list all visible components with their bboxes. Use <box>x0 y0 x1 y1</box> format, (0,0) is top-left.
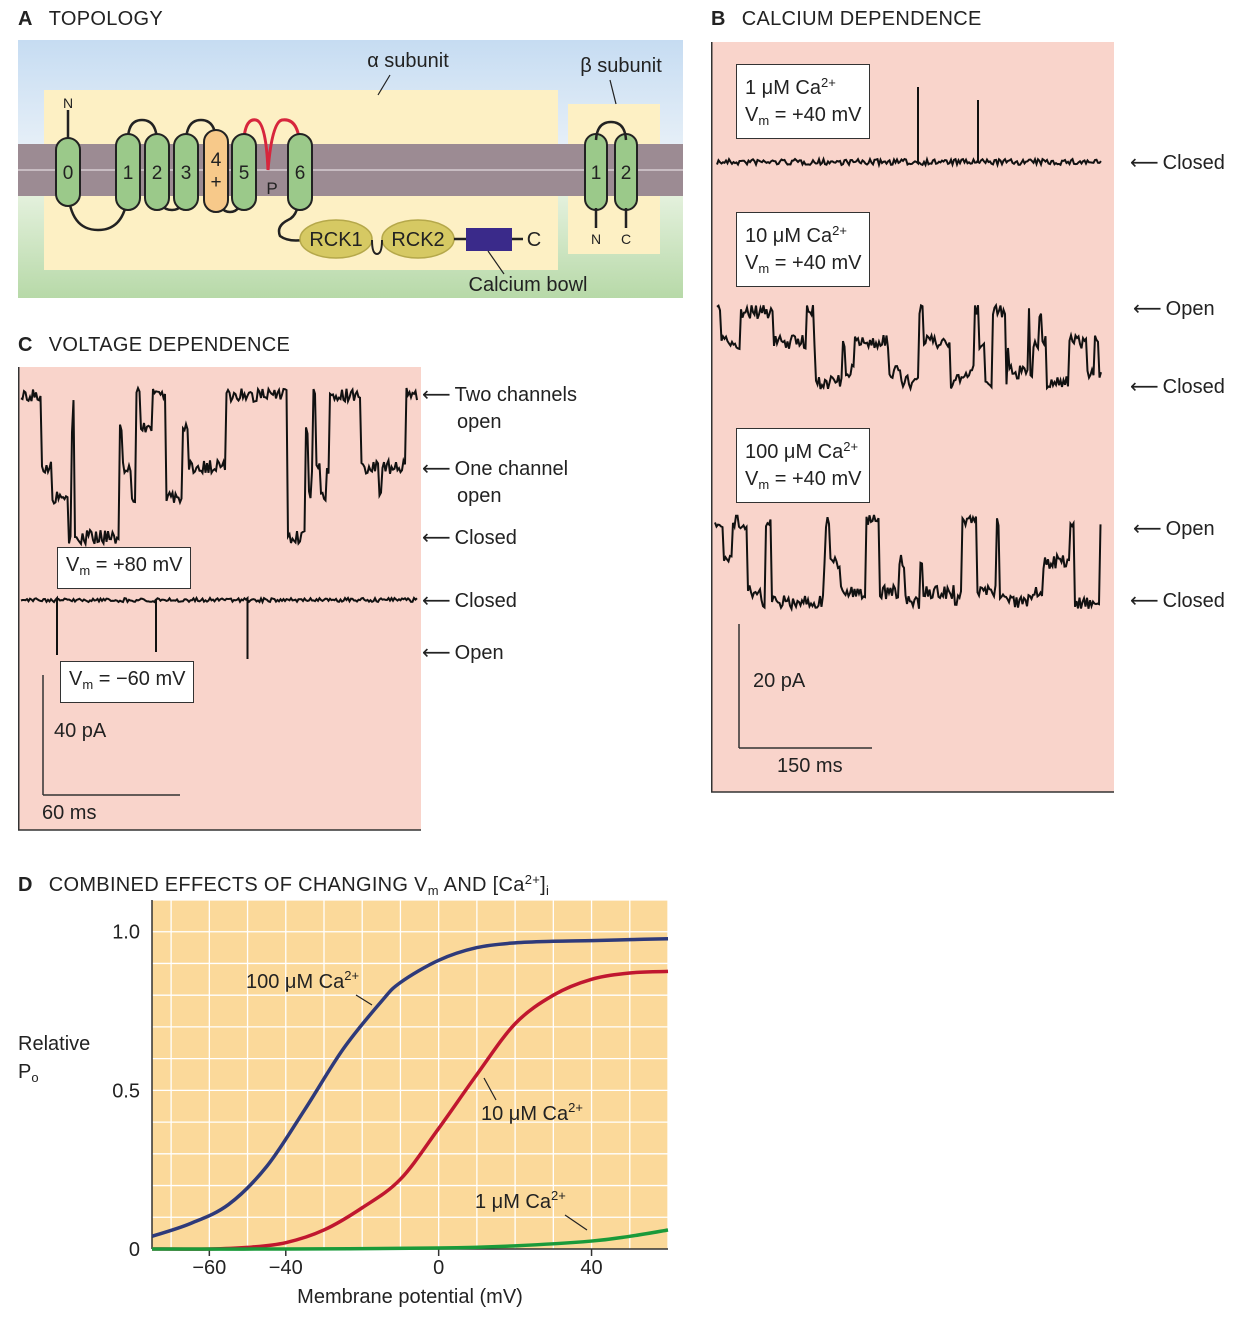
condition-box-1uM: 1 μM Ca2+ Vm = +40 mV <box>736 64 871 139</box>
topology-diagram: 0 1 2 3 4 + 5 6 P N 1 2 N C RCK1 RCK2 C … <box>18 40 683 298</box>
series-leader-0 <box>355 994 373 1006</box>
chart-labels: 100 μM Ca2+ 10 μM Ca2+ 1 μM Ca2+ <box>246 968 588 1231</box>
trace-10uM <box>716 302 1102 393</box>
x-tick-label: −60 <box>192 1257 226 1279</box>
rck2-label: RCK2 <box>391 229 444 251</box>
c-two-open: ⟵ Two channels open <box>422 382 577 433</box>
b-closed-2: ⟵ Closed <box>1130 374 1225 398</box>
c-closed-1: ⟵ Closed <box>422 525 517 549</box>
x-tick-label: 0 <box>433 1257 444 1279</box>
c-open: ⟵ Open <box>422 640 504 664</box>
x-axis-label: Membrane potential (mV) <box>297 1286 523 1308</box>
c-closed-2: ⟵ Closed <box>422 588 517 612</box>
series-label-2: 1 μM Ca2+ <box>475 1188 566 1213</box>
series-line-2 <box>151 1228 669 1251</box>
s4-helix <box>203 129 229 213</box>
series-label-sup: 2+ <box>551 1188 566 1203</box>
condition-box-10uM: 10 μM Ca2+ Vm = +40 mV <box>736 212 871 287</box>
x-tick-label: 40 <box>580 1257 602 1279</box>
rck1-domain <box>299 219 373 259</box>
b-scale-y-label: 20 pA <box>753 670 806 692</box>
x-tick-label: −40 <box>269 1257 303 1279</box>
chart-grid <box>152 899 669 1249</box>
rck1-label: RCK1 <box>309 229 362 251</box>
beta-c: C <box>621 231 631 247</box>
s1-helix <box>115 133 141 211</box>
s2-helix <box>144 133 170 211</box>
series-leader-1 <box>483 1077 497 1101</box>
vm-minus60-box: Vm = −60 mV <box>60 661 195 703</box>
segment-2: 2 <box>152 163 163 184</box>
pore-loop <box>242 118 301 171</box>
b-open-2: ⟵ Open <box>1133 296 1215 320</box>
series-line-0 <box>151 936 669 1238</box>
chart-plot-area <box>152 900 668 1249</box>
trace-plus80 <box>20 385 418 548</box>
calcium-dependence-traces <box>711 42 1114 793</box>
trace-minus60 <box>20 595 418 659</box>
y-tick-label: 0 <box>129 1239 140 1261</box>
condition-box-100uM: 100 μM Ca2+ Vm = +40 mV <box>736 428 871 503</box>
c-scale-y-label: 40 pA <box>54 720 107 742</box>
segment-6: 6 <box>295 163 306 184</box>
y-tick-label: 1.0 <box>112 922 140 944</box>
segment-5: 5 <box>239 163 250 184</box>
s3-helix <box>173 133 199 211</box>
y-axis-label: Relative Po <box>18 1033 91 1085</box>
s0-helix <box>55 137 81 207</box>
series-label-0: 100 μM Ca2+ <box>246 968 359 993</box>
s4-plus: + <box>210 172 221 193</box>
calcium-bowl-label: Calcium bowl <box>469 274 588 296</box>
b-closed-1: ⟵ Closed <box>1130 150 1225 174</box>
chart-series <box>151 936 669 1251</box>
b-scale-x-label: 150 ms <box>777 755 843 777</box>
beta-subunit-label: β subunit <box>580 55 662 77</box>
series-label-sup: 2+ <box>344 968 359 983</box>
b-closed-3: ⟵ Closed <box>1130 588 1225 612</box>
series-label-sup: 2+ <box>568 1100 583 1115</box>
trace-100uM <box>714 513 1102 613</box>
s6-helix <box>287 133 313 211</box>
b-open-3: ⟵ Open <box>1133 516 1215 540</box>
voltage-dependence-traces <box>18 367 421 831</box>
segment-1: 1 <box>123 163 134 184</box>
beta-segment-2: 2 <box>621 163 632 184</box>
beta-segment-1: 1 <box>591 163 602 184</box>
calcium-bowl-box <box>466 228 512 251</box>
c-one-open: ⟵ One channel open <box>422 456 569 507</box>
alpha-subunit-label: α subunit <box>367 50 449 72</box>
pore-label: P <box>266 179 277 198</box>
c-scale-x-label: 60 ms <box>42 802 97 824</box>
s5-helix <box>231 133 257 211</box>
panel-d-title: D COMBINED EFFECTS OF CHANGING Vm AND [Ca… <box>18 872 550 898</box>
panel-b-title: B CALCIUM DEPENDENCE <box>711 8 982 30</box>
c-terminus: C <box>527 229 541 251</box>
n-terminus: N <box>63 95 73 111</box>
series-label-1: 10 μM Ca2+ <box>481 1100 583 1125</box>
chart-axes: −60 −40 0 40 0 0.5 1.0 <box>112 900 668 1279</box>
vm-plus80-box: Vm = +80 mV <box>57 547 192 589</box>
segment-4: 4 <box>211 150 222 171</box>
trace-1uM <box>716 87 1102 169</box>
segment-0: 0 <box>63 163 74 184</box>
beta-n: N <box>591 231 601 247</box>
panel-c-title: C VOLTAGE DEPENDENCE <box>18 334 291 356</box>
y-tick-label: 0.5 <box>112 1080 140 1102</box>
series-leader-2 <box>564 1214 588 1231</box>
panel-a-title: A TOPOLOGY <box>18 8 164 30</box>
segment-3: 3 <box>181 163 192 184</box>
series-line-1 <box>151 969 669 1251</box>
